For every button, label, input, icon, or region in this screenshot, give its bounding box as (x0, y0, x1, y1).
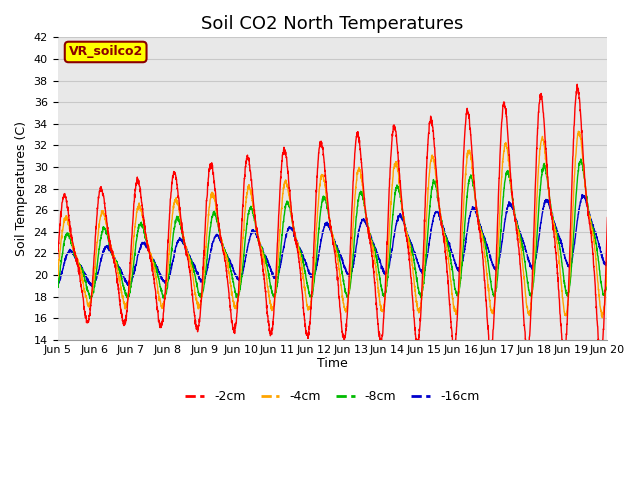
Legend: -2cm, -4cm, -8cm, -16cm: -2cm, -4cm, -8cm, -16cm (180, 385, 484, 408)
Text: VR_soilco2: VR_soilco2 (68, 46, 143, 59)
Y-axis label: Soil Temperatures (C): Soil Temperatures (C) (15, 121, 28, 256)
X-axis label: Time: Time (317, 357, 348, 371)
Title: Soil CO2 North Temperatures: Soil CO2 North Temperatures (202, 15, 463, 33)
